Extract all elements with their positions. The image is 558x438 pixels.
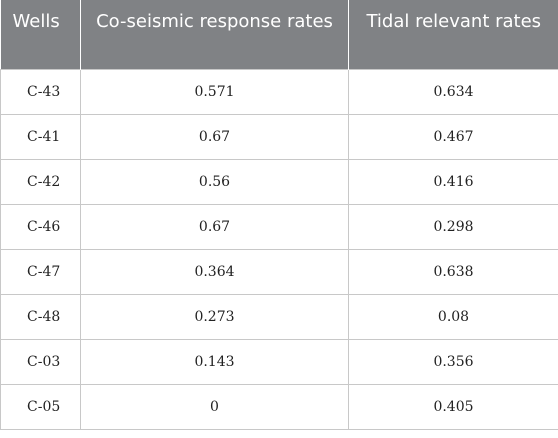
tidal-cell: 0.08 [348, 293, 558, 340]
header-row: Wells Co-seismic response rates Tidal re… [0, 0, 558, 69]
coseismic-cell: 0 [80, 383, 349, 430]
table-row: C-48 0.273 0.08 [0, 293, 558, 340]
well-cell: C-05 [0, 383, 81, 430]
table-row: C-42 0.56 0.416 [0, 158, 558, 205]
tidal-cell: 0.298 [348, 203, 558, 250]
tidal-cell: 0.356 [348, 338, 558, 385]
well-cell: C-47 [0, 248, 81, 295]
well-cell: C-03 [0, 338, 81, 385]
table-row: C-47 0.364 0.638 [0, 248, 558, 295]
coseismic-cell: 0.56 [80, 158, 349, 205]
well-cell: C-41 [0, 113, 81, 160]
coseismic-cell: 0.143 [80, 338, 349, 385]
header-wells: Wells [0, 0, 81, 69]
table-row: C-41 0.67 0.467 [0, 113, 558, 160]
coseismic-cell: 0.67 [80, 203, 349, 250]
tidal-cell: 0.416 [348, 158, 558, 205]
well-cell: C-48 [0, 293, 81, 340]
tidal-cell: 0.467 [348, 113, 558, 160]
table-row: C-03 0.143 0.356 [0, 338, 558, 385]
well-cell: C-42 [0, 158, 81, 205]
header-coseismic-response-rates: Co-seismic response rates [80, 0, 349, 69]
coseismic-cell: 0.571 [80, 68, 349, 115]
header-tidal-relevant-rates: Tidal relevant rates [348, 0, 558, 69]
tidal-cell: 0.634 [348, 68, 558, 115]
coseismic-cell: 0.364 [80, 248, 349, 295]
coseismic-cell: 0.67 [80, 113, 349, 160]
table-row: C-05 0 0.405 [0, 383, 558, 430]
coseismic-cell: 0.273 [80, 293, 349, 340]
tidal-cell: 0.405 [348, 383, 558, 430]
table-row: C-46 0.67 0.298 [0, 203, 558, 250]
well-cell: C-43 [0, 68, 81, 115]
tidal-cell: 0.638 [348, 248, 558, 295]
table-row: C-43 0.571 0.634 [0, 68, 558, 115]
well-cell: C-46 [0, 203, 81, 250]
